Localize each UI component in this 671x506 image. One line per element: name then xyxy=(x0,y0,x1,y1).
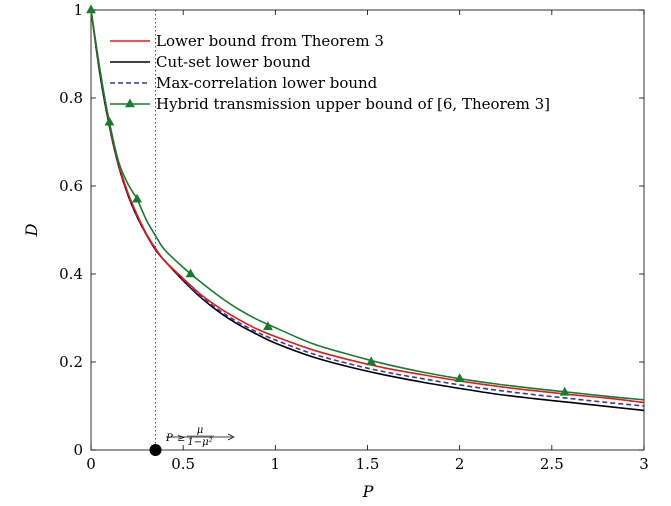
legend-label: Hybrid transmission upper bound of [6, T… xyxy=(156,95,550,113)
y-tick-label: 0.6 xyxy=(59,177,83,195)
hybrid-marker xyxy=(185,268,196,278)
series-lines xyxy=(90,9,645,412)
y-tick-label: 0.4 xyxy=(59,265,83,283)
annotation-denominator: 1−μ² xyxy=(187,437,212,448)
series-line-3 xyxy=(90,9,645,401)
legend: Lower bound from Theorem 3 Cut-set lower … xyxy=(110,32,550,113)
annotation-relation: ≥ xyxy=(177,433,185,444)
axis-ticks: 0 0.5 1 1.5 2 2.5 3 0 0.2 0.4 0.6 0.8 1 xyxy=(59,1,649,473)
threshold-annotation: P ≥ μ 1−μ² xyxy=(149,425,235,456)
x-tick-label: 1.5 xyxy=(356,455,380,473)
threshold-point xyxy=(149,444,162,456)
legend-label: Lower bound from Theorem 3 xyxy=(156,32,384,50)
legend-label: Cut-set lower bound xyxy=(156,53,311,71)
hybrid-marker xyxy=(132,193,143,203)
x-tick-label: 0 xyxy=(86,455,96,473)
y-tick-label: 0.2 xyxy=(59,353,83,371)
y-tick-label: 0.8 xyxy=(59,89,83,107)
hybrid-marker xyxy=(86,4,96,14)
plot-area xyxy=(90,9,645,451)
hybrid-marker xyxy=(559,386,570,396)
x-tick-label: 2 xyxy=(455,455,465,473)
x-tick-label: 3 xyxy=(639,455,649,473)
legend-label: Max-correlation lower bound xyxy=(156,74,378,92)
hybrid-marker xyxy=(104,116,115,126)
series-line-0 xyxy=(90,9,645,404)
annotation-arrow-head xyxy=(227,433,235,441)
y-axis-label: D xyxy=(22,223,41,237)
hybrid-marker xyxy=(366,356,377,366)
x-tick-label: 1 xyxy=(271,455,281,473)
hybrid-marker xyxy=(454,373,465,383)
legend-marker xyxy=(125,98,135,108)
series-markers xyxy=(86,4,570,396)
annotation-lhs: P xyxy=(165,433,173,444)
x-tick-label: 0.5 xyxy=(171,455,195,473)
annotation-numerator: μ xyxy=(197,425,204,436)
x-axis-label: P xyxy=(362,482,374,501)
y-tick-label: 1 xyxy=(73,1,83,19)
y-tick-label: 0 xyxy=(73,441,83,459)
x-tick-label: 2.5 xyxy=(540,455,564,473)
hybrid-marker xyxy=(263,321,273,331)
